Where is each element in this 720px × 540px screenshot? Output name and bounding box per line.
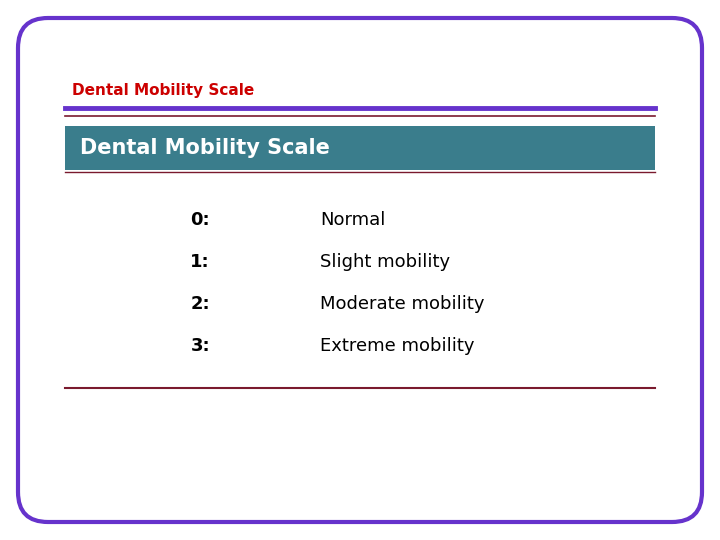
Text: 3:: 3:	[190, 337, 210, 355]
Text: Dental Mobility Scale: Dental Mobility Scale	[80, 138, 330, 158]
Text: 1:: 1:	[190, 253, 210, 271]
Text: 2:: 2:	[190, 295, 210, 313]
Text: Normal: Normal	[320, 211, 385, 229]
Text: Dental Mobility Scale: Dental Mobility Scale	[72, 83, 254, 98]
Text: Extreme mobility: Extreme mobility	[320, 337, 474, 355]
FancyBboxPatch shape	[18, 18, 702, 522]
Text: Moderate mobility: Moderate mobility	[320, 295, 485, 313]
Text: 0:: 0:	[190, 211, 210, 229]
FancyBboxPatch shape	[65, 126, 655, 170]
Text: Slight mobility: Slight mobility	[320, 253, 450, 271]
